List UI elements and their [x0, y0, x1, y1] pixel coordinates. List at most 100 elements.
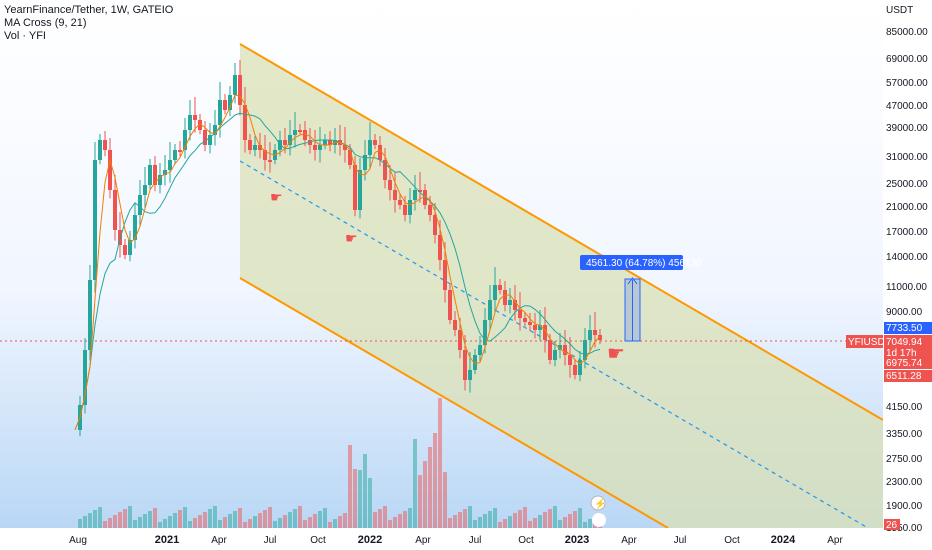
candle-body — [453, 320, 457, 330]
price-axis-label: 1900.00 — [886, 501, 923, 512]
candle-body — [258, 145, 262, 150]
candle-body — [243, 105, 247, 140]
volume-bar — [403, 511, 407, 528]
price-axis-label: 3350.00 — [886, 429, 923, 440]
svg-text:6975.74: 6975.74 — [886, 358, 923, 369]
volume-bar — [473, 520, 477, 528]
svg-text:6511.28: 6511.28 — [886, 371, 922, 382]
candle-body — [198, 120, 202, 130]
candle-body — [103, 140, 107, 150]
volume-bar — [433, 433, 437, 528]
candle-body — [343, 145, 347, 150]
candle-body — [173, 150, 177, 160]
candle-body — [523, 318, 527, 322]
volume-bar — [113, 515, 117, 528]
volume-bar — [143, 514, 147, 528]
volume-bar — [538, 515, 542, 528]
volume-bar — [353, 469, 357, 528]
volume-bar — [458, 512, 462, 528]
candle-body — [168, 160, 172, 170]
candle-body — [153, 165, 157, 185]
ma-fast-line — [74, 94, 601, 431]
candle-body — [303, 130, 307, 140]
volume-bar — [238, 508, 242, 528]
candle-body — [473, 355, 477, 370]
volume-bar — [233, 511, 237, 528]
volume-bar — [168, 516, 172, 528]
channel-upper-line[interactable] — [239, 43, 884, 421]
candle-body — [543, 325, 547, 340]
volume-bar — [543, 512, 547, 528]
event-dot-icon[interactable] — [592, 513, 606, 527]
candle-body — [558, 345, 562, 350]
candle-body — [388, 180, 392, 190]
candle-body — [448, 290, 452, 320]
volume-bar — [283, 515, 287, 528]
candle-body — [478, 345, 482, 355]
bolt-glyph: ⚡ — [594, 497, 606, 510]
candle-body — [143, 185, 147, 195]
candle-body — [248, 140, 252, 150]
volume-bar — [93, 510, 97, 528]
last-price-tag: 7049.94 1d 17h — [884, 335, 932, 359]
volume-bar — [303, 520, 307, 528]
volume-bar — [173, 513, 177, 528]
volume-bar — [128, 506, 132, 528]
price-axis-label: 39000.00 — [886, 123, 928, 134]
volume-bar — [188, 521, 192, 528]
volume-bar — [583, 522, 587, 528]
candle-body — [488, 300, 492, 320]
time-axis-label: 2022 — [358, 534, 382, 546]
candle-body — [308, 140, 312, 145]
candle-body — [218, 100, 222, 125]
volume-bar — [83, 516, 87, 528]
time-axis[interactable] — [0, 528, 883, 550]
candle-body — [93, 160, 97, 280]
volume-bar — [308, 517, 312, 528]
price-axis[interactable] — [883, 0, 932, 550]
candle-body — [503, 290, 507, 305]
price-axis-label: 25000.00 — [886, 179, 928, 190]
volume-bar — [108, 518, 112, 528]
candle-body — [283, 140, 287, 145]
volume-bar — [363, 454, 367, 528]
volume-bar — [513, 513, 517, 528]
candle-body — [193, 115, 197, 120]
volume-bar — [103, 521, 107, 528]
high-tag: 7733.50 — [884, 322, 932, 334]
price-axis-label: 2750.00 — [886, 454, 923, 465]
channel-lower-line[interactable] — [239, 277, 669, 529]
time-axis-label: Apr — [415, 535, 431, 546]
candle-body — [563, 345, 567, 355]
candle-body — [578, 360, 582, 375]
volume-bar — [423, 461, 427, 528]
candle-body — [178, 150, 182, 152]
legend-ma-cross[interactable]: MA Cross (9, 21) — [4, 17, 87, 29]
candle-body — [383, 160, 387, 180]
volume-bar — [218, 520, 222, 528]
svg-text:4561.30 (64.78%) 456130: 4561.30 (64.78%) 456130 — [586, 258, 702, 269]
candle-body — [568, 355, 572, 365]
svg-text:7733.50: 7733.50 — [886, 323, 923, 334]
candle-body — [213, 125, 217, 135]
low-tag-1: 6975.74 — [884, 357, 932, 369]
volume-bar — [288, 512, 292, 528]
time-axis-label: Aug — [69, 535, 87, 546]
legend-symbol[interactable]: YearnFinance/Tether, 1W, GATEIO — [4, 4, 174, 16]
candle-body — [393, 190, 397, 200]
volume-bar — [213, 506, 217, 528]
candle-body — [528, 322, 532, 325]
candle-body — [268, 160, 272, 162]
volume-bar — [158, 522, 162, 528]
legend-volume[interactable]: Vol · YFI — [4, 30, 46, 42]
time-axis-label: Apr — [827, 535, 843, 546]
volume-bar — [248, 519, 252, 528]
candle-body — [293, 130, 297, 135]
event-bolt-icon[interactable] — [590, 495, 606, 511]
volume-bars — [78, 398, 602, 528]
channel-fill — [240, 44, 883, 528]
price-axis-label: 57000.00 — [886, 78, 928, 89]
channel-mid-line[interactable] — [239, 160, 869, 529]
candle-body — [88, 280, 92, 350]
